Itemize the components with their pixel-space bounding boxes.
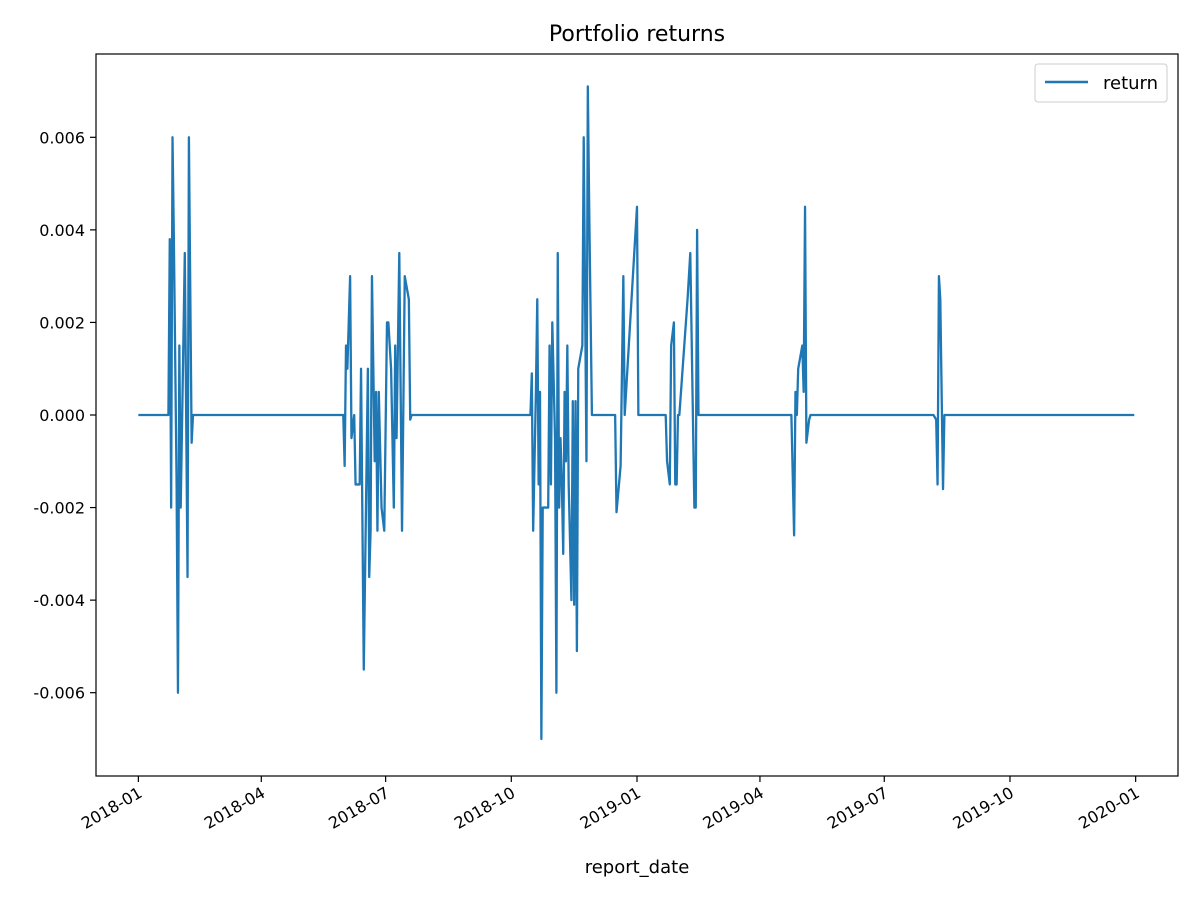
series-line-return [138,85,1135,741]
legend-label: return [1103,73,1158,94]
y-tick-label: 0.006 [39,128,85,147]
y-tick-label: 0.000 [39,406,85,425]
x-tick-label: 2020-01 [1075,783,1142,833]
x-tick-label: 2018-10 [451,783,518,833]
y-tick-label: -0.006 [33,684,85,703]
chart-title: Portfolio returns [549,22,725,47]
x-tick-label: 2018-04 [201,783,268,833]
x-tick-label: 2018-07 [325,783,392,833]
plot-area [138,85,1135,741]
legend-box [1034,63,1168,103]
y-tick-label: 0.002 [39,313,85,332]
x-tick-label: 2019-07 [824,783,891,833]
y-tick-label: -0.004 [33,591,85,610]
x-tick-label: 2019-10 [950,783,1017,833]
y-axis: -0.006 -0.004 -0.002 0.000 0.002 0.004 0.006 [33,128,96,703]
y-tick-label: -0.002 [33,499,85,518]
x-tick-label: 2019-01 [577,783,644,833]
x-tick-label: 2019-04 [700,783,767,833]
x-tick-label: 2018-01 [78,783,145,833]
x-axis-label: report_date [585,857,690,878]
x-axis: 2018-01 2018-04 2018-07 2018-10 2019-01 2019-… [78,776,1143,833]
y-tick-label: 0.004 [39,221,85,240]
legend: return [1034,63,1168,103]
